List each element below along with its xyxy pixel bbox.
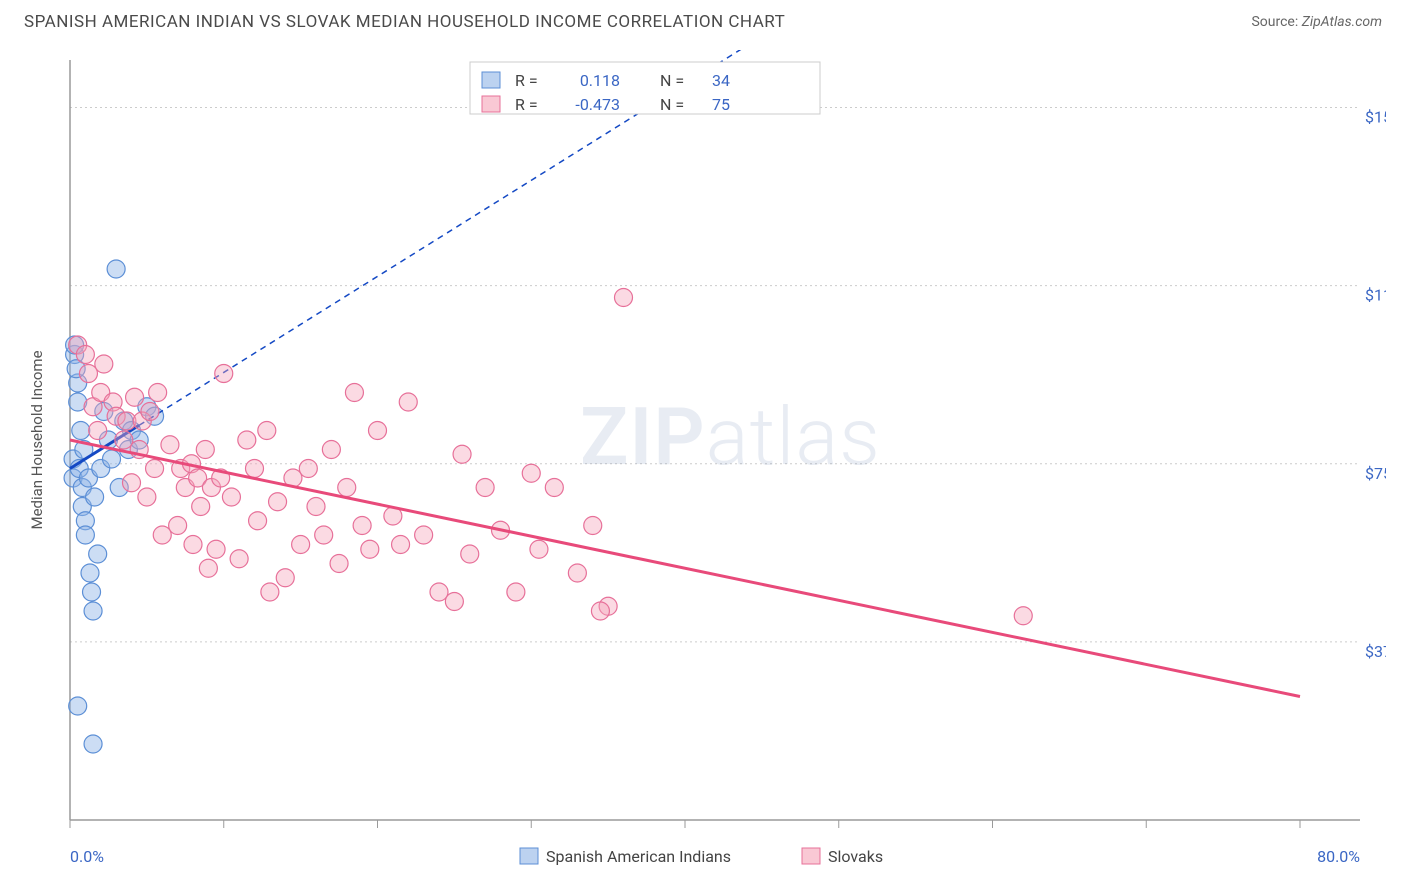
data-point [84,602,102,620]
data-point [522,464,540,482]
data-point [207,540,225,558]
data-point [196,441,214,459]
scatter-chart: $37,500 $75,000 $112,500 $150,000 0.0% 80.0% M… [20,50,1386,872]
data-point [141,403,159,421]
data-point [161,436,179,454]
legend-r-value: -0.473 [575,95,620,114]
legend-r-label: R = [515,71,538,90]
bottom-legend-label: Slovaks [828,847,883,866]
data-point [453,445,471,463]
data-point [81,564,99,582]
data-point [361,540,379,558]
data-point [568,564,586,582]
data-point [72,422,90,440]
data-point [338,479,356,497]
data-point [76,526,94,544]
data-point [222,488,240,506]
data-point [246,460,264,478]
data-point [299,460,317,478]
data-point [392,536,410,554]
data-point [169,517,187,535]
data-point [430,583,448,601]
y-axis-label: Median Household Income [28,350,46,529]
legend-r-value: 0.118 [580,71,620,90]
data-point [89,422,107,440]
data-point [353,517,371,535]
chart-container: $37,500 $75,000 $112,500 $150,000 0.0% 80.0% M… [20,50,1386,872]
data-point [89,545,107,563]
data-point [276,569,294,587]
data-point [215,365,233,383]
data-point [369,422,387,440]
data-point [86,488,104,506]
data-point [76,346,94,364]
y-tick-label: $112,500 [1365,286,1386,305]
data-point [123,474,141,492]
data-point [1014,607,1032,625]
data-point [330,555,348,573]
legend-swatch [482,72,500,88]
legend-r-label: R = [515,95,538,114]
data-point [230,550,248,568]
data-point [238,431,256,449]
source-value: ZipAtlas.com [1302,14,1382,30]
data-point [476,479,494,497]
data-point [192,498,210,516]
legend-n-value: 34 [712,71,730,90]
y-tick-label: $150,000 [1365,108,1386,127]
data-point [69,697,87,715]
data-point [461,545,479,563]
data-point [507,583,525,601]
legend-n-value: 75 [712,95,730,114]
data-point [95,355,113,373]
bottom-legend-swatch [520,848,538,864]
data-point [307,498,325,516]
data-point [149,384,167,402]
data-point [138,488,156,506]
data-point [545,479,563,497]
data-point [269,493,287,511]
trend-line [70,440,1300,697]
data-point [199,559,217,577]
data-point [292,536,310,554]
data-point [126,388,144,406]
data-point [445,593,463,611]
data-point [415,526,433,544]
data-point [115,431,133,449]
source-label: Source: [1251,14,1298,30]
x-min-label: 0.0% [70,847,104,866]
data-point [261,583,279,601]
data-point [322,441,340,459]
data-point [584,517,602,535]
data-point [399,393,417,411]
data-point [153,526,171,544]
chart-header: SPANISH AMERICAN INDIAN VS SLOVAK MEDIAN… [0,0,1406,40]
data-point [315,526,333,544]
y-tick-label: $75,000 [1365,464,1386,483]
bottom-legend-swatch [802,848,820,864]
bottom-legend-label: Spanish American Indians [546,847,731,866]
data-point [146,460,164,478]
legend-n-label: N = [660,95,684,114]
data-point [83,583,101,601]
data-point [258,422,276,440]
data-point [530,540,548,558]
y-tick-label: $37,500 [1365,642,1386,661]
data-point [345,384,363,402]
data-point [591,602,609,620]
data-point [84,735,102,753]
x-max-label: 80.0% [1317,847,1360,866]
chart-title: SPANISH AMERICAN INDIAN VS SLOVAK MEDIAN… [24,12,785,32]
data-point [249,512,267,530]
data-point [184,536,202,554]
legend-n-label: N = [660,71,684,90]
chart-source: Source: ZipAtlas.com [1251,14,1382,30]
data-point [79,365,97,383]
legend-swatch [482,96,500,112]
data-point [107,260,125,278]
data-point [103,450,121,468]
data-point [615,289,633,307]
